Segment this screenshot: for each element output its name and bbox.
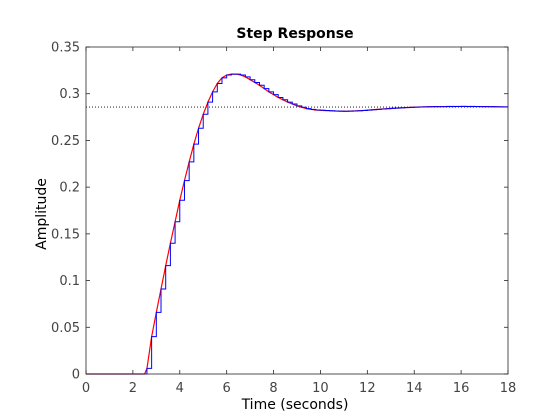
y-tick-label: 0.05	[51, 321, 80, 336]
x-axis-ticks: 0 2 4 6 8 10 12 14 16 18	[82, 47, 516, 396]
series-layer	[86, 73, 509, 375]
x-tick-label: 2	[129, 381, 137, 396]
x-tick-label: 14	[406, 381, 423, 396]
x-tick-label: 0	[82, 381, 90, 396]
x-tick-label: 4	[176, 381, 184, 396]
y-tick-label: 0.35	[51, 41, 80, 56]
x-tick-label: 8	[269, 381, 277, 396]
x-tick-label: 6	[223, 381, 231, 396]
x-axis-label: Time (seconds)	[241, 397, 349, 413]
x-tick-label: 16	[453, 381, 470, 396]
x-tick-label: 12	[359, 381, 376, 396]
plot-area	[86, 47, 508, 374]
y-tick-label: 0.15	[51, 227, 80, 242]
y-tick-label: 0.2	[59, 181, 80, 196]
y-axis-label: Amplitude	[34, 178, 50, 250]
y-tick-label: 0.25	[51, 134, 80, 149]
chart-title: Step Response	[236, 26, 353, 42]
y-tick-label: 0.3	[59, 87, 80, 102]
axes-box	[85, 46, 509, 375]
x-tick-label: 18	[500, 381, 517, 396]
x-tick-label: 10	[312, 381, 329, 396]
y-axis-ticks: 0 0.05 0.1 0.15 0.2 0.25 0.3 0.35	[51, 41, 508, 383]
y-tick-label: 0	[72, 368, 80, 383]
series-line-discrete	[86, 73, 508, 375]
y-tick-label: 0.1	[59, 274, 80, 289]
